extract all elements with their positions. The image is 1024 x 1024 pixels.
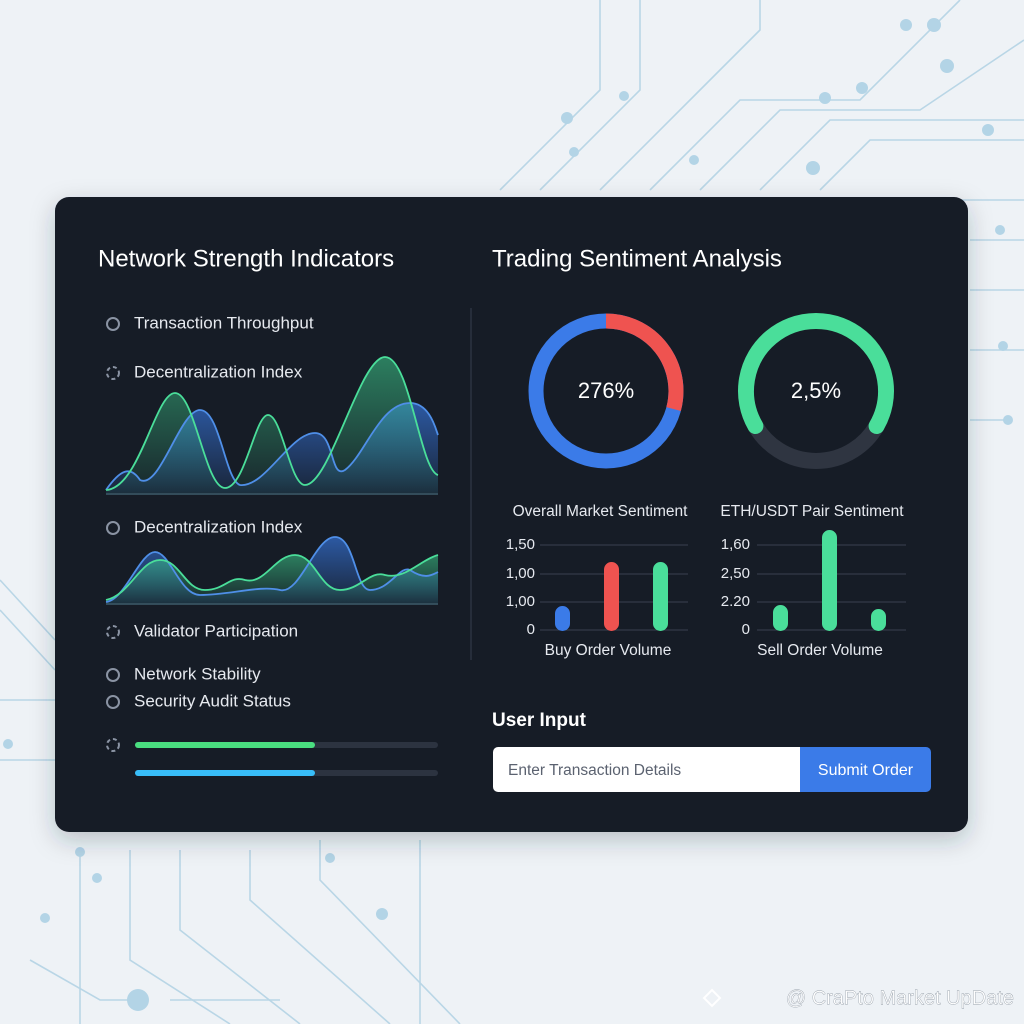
- tick-label: 1,00: [506, 593, 535, 610]
- progress-bars: [135, 742, 438, 776]
- section-title: Network Strength Indicators: [98, 245, 394, 272]
- tick-label: 0: [742, 621, 750, 638]
- text-input[interactable]: Enter Transaction Details: [493, 747, 813, 792]
- list-item: Decentralization Index: [134, 362, 303, 381]
- tick-label: 2.20: [721, 593, 750, 610]
- submit-button[interactable]: Submit Order: [800, 747, 931, 792]
- tick-label: 1,60: [721, 536, 750, 553]
- watermark-text: @ CraPto Market UpDate: [786, 987, 1014, 1009]
- gauge: [528, 313, 684, 469]
- list-icons: [106, 317, 120, 752]
- gauge-caption: ETH/USDT Pair Sentiment: [720, 503, 904, 520]
- list-item: Network Stability: [134, 664, 261, 683]
- bars: [773, 530, 886, 631]
- bars: [555, 562, 668, 631]
- watermark: @ CraPto Market UpDate: [702, 987, 1014, 1009]
- section-title: User Input: [492, 710, 587, 731]
- chart-caption: Sell Order Volume: [757, 642, 883, 659]
- list-item: Transaction Throughput: [134, 313, 314, 332]
- gauge: [738, 313, 894, 469]
- section-title: Trading Sentiment Analysis: [492, 245, 782, 272]
- gauge-value: 276%: [578, 378, 634, 403]
- tick-label: 1,50: [506, 536, 535, 553]
- list-item: Decentralization Index: [134, 517, 303, 536]
- area-chart: [105, 536, 439, 605]
- tick-label: 2,50: [721, 565, 750, 582]
- gauge-caption: Overall Market Sentiment: [513, 503, 689, 520]
- chart-caption: Buy Order Volume: [545, 642, 672, 659]
- tick-label: 1,00: [506, 565, 535, 582]
- input-placeholder: Enter Transaction Details: [508, 762, 681, 779]
- tick-label: 0: [527, 621, 535, 638]
- gauge-value: 2,5%: [791, 378, 841, 403]
- panel: [55, 197, 968, 832]
- area-chart: [105, 356, 439, 495]
- list-item: Validator Participation: [134, 621, 298, 640]
- button-label: Submit Order: [818, 762, 914, 779]
- list-item: Security Audit Status: [134, 691, 291, 710]
